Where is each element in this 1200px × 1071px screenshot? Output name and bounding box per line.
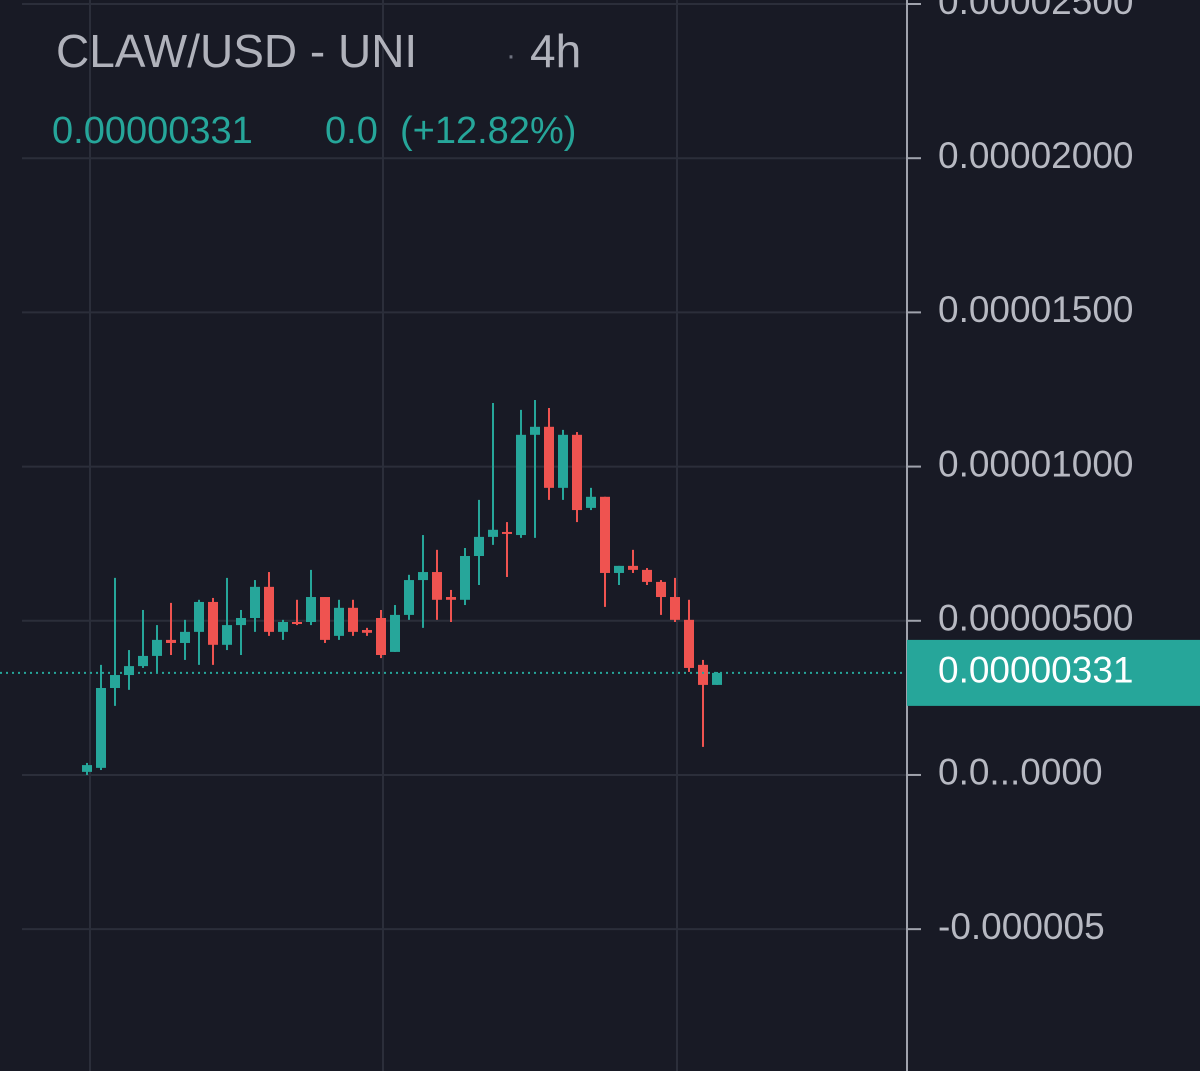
candle-body bbox=[684, 619, 694, 668]
candle-body bbox=[110, 675, 120, 688]
candle-body bbox=[530, 426, 540, 435]
candle-body bbox=[586, 496, 596, 508]
candle-body bbox=[670, 597, 680, 620]
candle-body bbox=[194, 601, 204, 632]
y-tick-label: 0.00000500 bbox=[938, 598, 1133, 639]
candle-body bbox=[166, 639, 176, 643]
y-tick-label: -0.000005 bbox=[938, 906, 1105, 947]
candle-body bbox=[502, 531, 512, 534]
candle-body bbox=[628, 565, 638, 570]
candle-body bbox=[180, 631, 190, 643]
candle-body bbox=[432, 572, 442, 600]
candle-body bbox=[96, 687, 106, 768]
candle-body bbox=[642, 569, 652, 582]
candle-body bbox=[306, 597, 316, 623]
candle-body bbox=[376, 617, 386, 655]
chart-title: CLAW/USD - UNI bbox=[56, 25, 417, 77]
candle-body bbox=[488, 529, 498, 537]
candle-body bbox=[222, 625, 232, 645]
candle-body bbox=[348, 607, 358, 632]
header-price: 0.00000331 bbox=[52, 110, 253, 152]
y-tick-label: 0.0...0000 bbox=[938, 752, 1103, 793]
y-tick-label: 0.00001500 bbox=[938, 289, 1133, 330]
candle-body bbox=[334, 607, 344, 636]
candle-body bbox=[558, 434, 568, 488]
last-price-box bbox=[907, 639, 1200, 706]
candle-body bbox=[362, 630, 372, 633]
y-tick-label: 0.00001000 bbox=[938, 443, 1133, 484]
candle-body bbox=[208, 601, 218, 645]
candle-body bbox=[390, 614, 400, 652]
candle-body bbox=[614, 565, 624, 573]
candle-body bbox=[152, 639, 162, 656]
candle-body bbox=[82, 765, 92, 772]
candle-body bbox=[404, 580, 414, 615]
candle-body bbox=[138, 655, 148, 667]
candle-body bbox=[264, 586, 274, 632]
candle-body bbox=[516, 434, 526, 536]
candle-body bbox=[278, 622, 288, 632]
candle-body bbox=[712, 672, 722, 685]
candle-body bbox=[292, 622, 302, 625]
last-price-label: 0.00000331 bbox=[938, 650, 1133, 691]
candle-body bbox=[474, 536, 484, 557]
candle-body bbox=[320, 597, 330, 640]
candle-body bbox=[544, 426, 554, 488]
candle-body bbox=[460, 556, 470, 600]
candle-body bbox=[572, 434, 582, 511]
y-axis: 0.00002500 0.00002000 0.00001500 0.00001000… bbox=[907, 0, 1200, 947]
candle-body bbox=[656, 581, 666, 598]
candles bbox=[0, 399, 907, 775]
candle-body bbox=[600, 496, 610, 573]
candle-body bbox=[250, 586, 260, 618]
candle-body bbox=[124, 666, 134, 676]
candle-body bbox=[446, 597, 456, 600]
y-tick-label: 0.00002000 bbox=[938, 135, 1133, 176]
candle-body bbox=[698, 664, 708, 685]
header-change-percent: (+12.82%) bbox=[400, 110, 576, 152]
grid bbox=[22, 3, 907, 931]
candle-body bbox=[236, 617, 246, 626]
y-tick-label: 0.00002500 bbox=[938, 0, 1133, 22]
separator: · bbox=[506, 39, 516, 72]
header-change: 0.0 bbox=[325, 110, 378, 152]
candle-body bbox=[418, 572, 428, 581]
interval: 4h bbox=[530, 25, 581, 77]
